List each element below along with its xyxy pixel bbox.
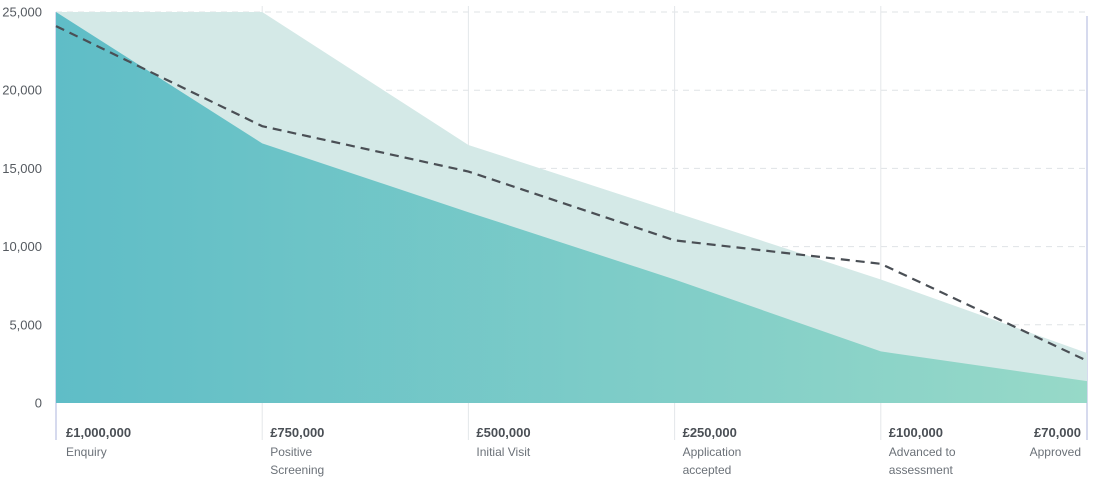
y-tick-label-2: 10,000 <box>2 239 42 254</box>
stage-name-label-2-0: Initial Visit <box>476 445 530 459</box>
series-layer <box>55 12 1088 403</box>
stage-name-label-3-0: Application <box>683 445 742 459</box>
stage-name-label-0-0: Enquiry <box>66 445 107 459</box>
y-tick-label-4: 20,000 <box>2 83 42 98</box>
y-tick-label-0: 0 <box>35 396 42 411</box>
stage-value-label-4: £100,000 <box>889 425 943 440</box>
stage-name-label-1-1: Screening <box>270 463 324 477</box>
stage-value-label-5: £70,000 <box>1034 425 1081 440</box>
stage-value-label-0: £1,000,000 <box>66 425 131 440</box>
stage-value-label-3: £250,000 <box>683 425 737 440</box>
stage-name-label-4-1: assessment <box>889 463 954 477</box>
y-tick-label-1: 5,000 <box>9 317 42 332</box>
stage-name-label-4-0: Advanced to <box>889 445 956 459</box>
label-layer: 0 5,000 10,000 15,000 20,000 25,000 £1,000,000… <box>2 5 1081 478</box>
stage-value-label-2: £500,000 <box>476 425 530 440</box>
dashed-series-line <box>55 25 1088 362</box>
stage-value-label-1: £750,000 <box>270 425 324 440</box>
y-tick-label-3: 15,000 <box>2 161 42 176</box>
y-tick-label-5: 25,000 <box>2 5 42 20</box>
stage-name-label-1-0: Positive <box>270 445 312 459</box>
stage-name-label-5-0: Approved <box>1030 445 1081 459</box>
stage-name-label-3-1: accepted <box>683 463 732 477</box>
main-area <box>56 12 1087 403</box>
